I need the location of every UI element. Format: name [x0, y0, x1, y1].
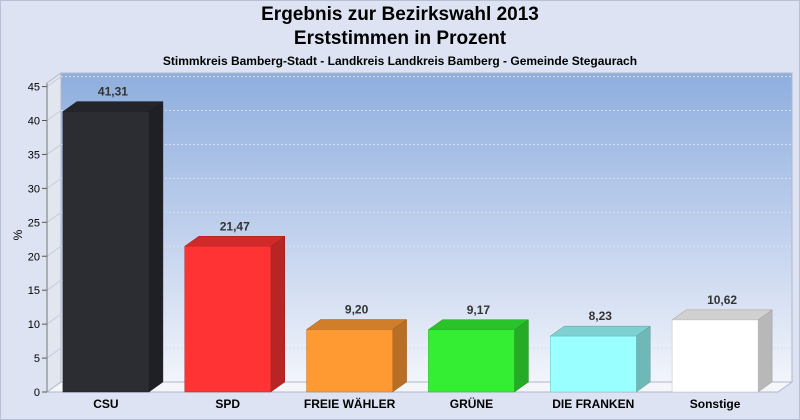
y-tick-label: 0	[34, 387, 40, 399]
y-tick-label: 35	[28, 149, 40, 161]
bar	[306, 329, 393, 393]
x-tick-label: GRÜNE	[450, 396, 493, 411]
bar-side	[636, 325, 651, 393]
gridline-side	[46, 313, 62, 325]
gridline-side	[46, 177, 62, 189]
x-tick-label: SPD	[215, 397, 240, 411]
y-tick-label: 20	[28, 251, 40, 263]
plot-side-wall	[46, 72, 62, 393]
bar-top	[427, 319, 530, 331]
bar-side	[757, 309, 773, 393]
bar-side	[514, 319, 529, 393]
bar-value-label: 41,31	[98, 85, 128, 99]
y-tick-label: 45	[28, 82, 40, 94]
chart-subtitle: Erststimmen in Prozent	[293, 28, 507, 49]
bar-value-label: 8,23	[589, 309, 613, 323]
y-tick-label: 10	[28, 319, 40, 331]
bar-side	[148, 101, 164, 393]
gridline-side	[46, 110, 62, 121]
bar-top	[549, 325, 652, 337]
gridline-side	[46, 279, 62, 291]
bar	[62, 111, 150, 393]
gridline-side	[46, 347, 62, 359]
plot-background	[60, 72, 793, 383]
bar	[184, 246, 271, 393]
x-tick-label: Sonstige	[690, 397, 741, 411]
y-tick-label: 25	[28, 217, 40, 229]
bar-top	[62, 101, 164, 112]
chart-caption: Stimmkreis Bamberg-Stadt - Landkreis Lan…	[162, 54, 638, 68]
gridline-side	[46, 245, 62, 257]
bar	[428, 329, 515, 393]
bar	[550, 335, 637, 393]
y-tick-label: 15	[28, 285, 40, 297]
y-axis-label: %	[11, 229, 25, 240]
bar-value-label: 21,47	[220, 219, 250, 233]
y-tick-label: 30	[28, 183, 40, 195]
bar-value-label: 9,17	[467, 303, 491, 317]
y-tick-label: 5	[34, 353, 40, 365]
gridline-side	[46, 76, 62, 87]
x-tick-label: FREIE WÄHLER	[304, 396, 396, 411]
gridline-side	[46, 144, 62, 155]
x-tick-label: DIE FRANKEN	[552, 397, 634, 411]
bar-side	[270, 235, 285, 393]
bar-value-label: 10,62	[707, 293, 737, 307]
chart-title: Ergebnis zur Bezirkswahl 2013	[261, 4, 539, 25]
gridline-side	[46, 211, 62, 223]
bar-top	[671, 309, 773, 321]
y-tick-label: 40	[28, 116, 40, 128]
bar	[671, 319, 759, 393]
bar-top	[183, 236, 286, 247]
x-tick-label: CSU	[93, 397, 118, 411]
bar-value-label: 9,20	[345, 303, 369, 317]
bar-top	[305, 319, 408, 330]
bar-side	[392, 319, 407, 393]
